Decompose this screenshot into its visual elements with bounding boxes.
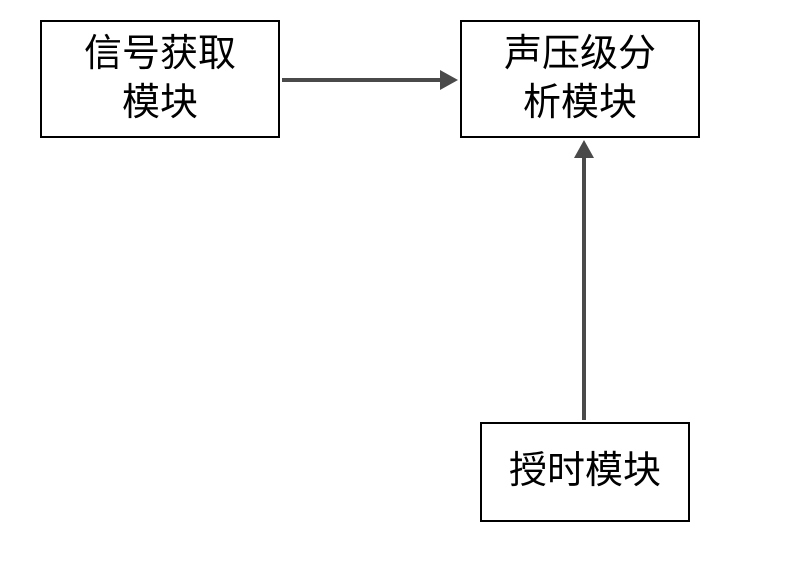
node-spl-analysis: 声压级分析模块 (460, 20, 700, 138)
node-label: 授时模块 (509, 447, 661, 496)
node-label: 信号获取模块 (84, 30, 236, 129)
node-timing: 授时模块 (480, 422, 690, 522)
node-label: 声压级分析模块 (504, 30, 656, 129)
edge-signal-to-spl (282, 78, 442, 82)
edge-timing-to-spl (582, 156, 586, 420)
node-signal-acquisition: 信号获取模块 (40, 20, 280, 138)
